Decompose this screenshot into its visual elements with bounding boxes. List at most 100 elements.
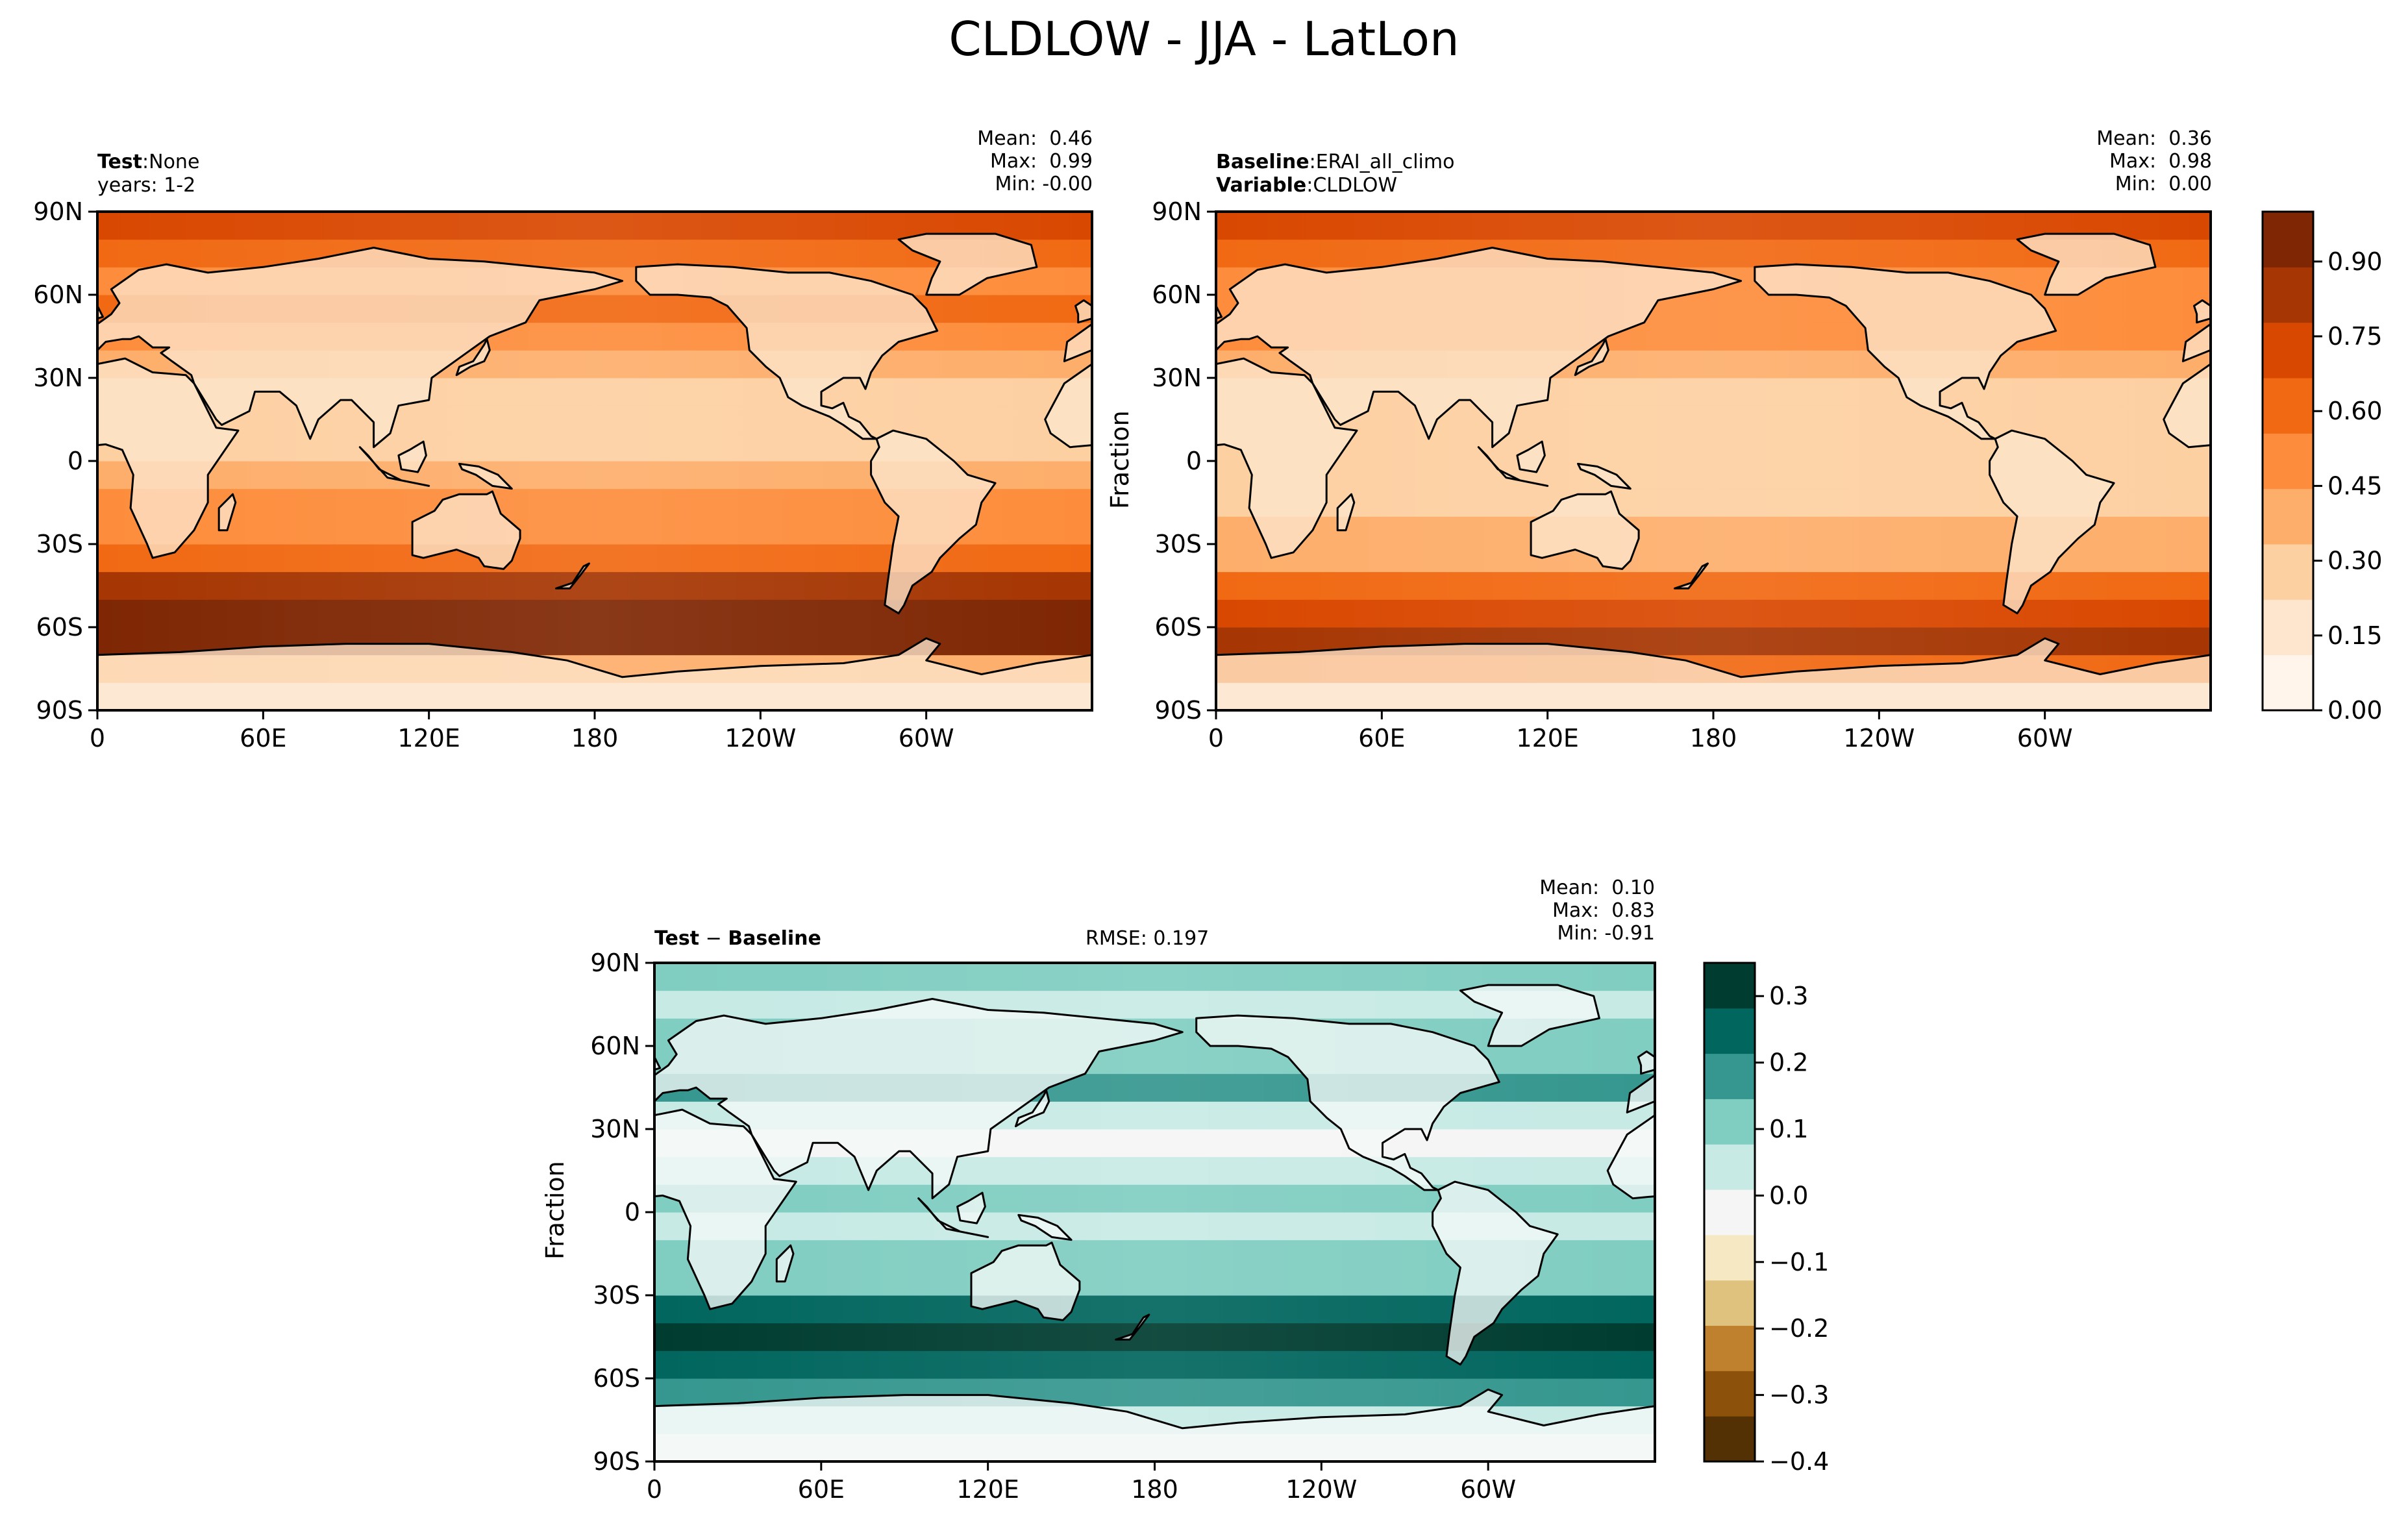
colorbar-segment — [2263, 239, 2313, 267]
colorbar-segment — [1704, 1121, 1755, 1145]
x-tick-label: 120W — [1285, 1475, 1357, 1504]
coastline-newguinea — [2019, 1215, 2072, 1239]
baseline-label-colon: : — [1309, 151, 1316, 173]
y-tick-label: 30N — [33, 364, 83, 392]
test-label-bold: Test — [97, 151, 143, 173]
coastline-eurasia — [1063, 323, 1092, 362]
colorbar-segment — [1704, 1234, 1755, 1258]
baseline-panel-label: Baseline:ERAI_all_climo — [1216, 151, 1454, 174]
colorbar-segment — [1704, 1348, 1755, 1371]
coastline-africa — [1216, 357, 1358, 559]
colorbar-segment — [2263, 212, 2313, 240]
diff-panel-label: Test − Baseline — [654, 927, 821, 951]
colorbar-tick-label: 0.00 — [2327, 696, 2383, 725]
colorbar-segment — [2263, 267, 2313, 295]
baseline-variable-bold: Variable — [1216, 174, 1307, 197]
diff-label-sep: − — [699, 927, 728, 950]
diff-rmse: RMSE: 0.197 — [1086, 927, 1210, 950]
baseline-mean: Mean: 0.36 — [2096, 127, 2212, 150]
colorbar-segment — [1704, 1076, 1755, 1099]
coastline-australia — [1530, 490, 1640, 570]
y-tick-label: 60N — [33, 280, 83, 309]
y-tick-label: 30S — [36, 530, 83, 558]
colorbars-layer: 0.00 0.15 0.30 0.45 0.60 0.75 0.90 0.3 0.2 0.1 0.0… — [1703, 210, 2383, 1476]
diff-mean: Mean: 0.10 — [1539, 876, 1655, 899]
y-tick-label: 0 — [1186, 447, 1202, 475]
y-tick-label: 60S — [36, 613, 83, 641]
colorbar-tick-label: 0.2 — [1769, 1049, 1808, 1077]
colorbar-segment — [1704, 963, 1755, 986]
colorbar-tick-label: 0.0 — [1769, 1181, 1808, 1210]
baseline-variable-line: Variable:CLDLOW — [1216, 174, 1397, 197]
colorbar-tick-label: −0.4 — [1769, 1447, 1829, 1476]
test-panel-label: Test:None — [97, 151, 199, 174]
coastline-nz — [554, 562, 590, 590]
coastline-newguinea — [1577, 462, 1632, 490]
y-tick-label: 90S — [36, 696, 83, 725]
colorbar-tick-label: 0.15 — [2327, 621, 2383, 650]
x-tick-label: 60E — [798, 1475, 845, 1504]
x-tick-label: 0 — [1208, 724, 1224, 752]
diff-stats: Mean: 0.10 Max: 0.83 Min: -0.91 — [1539, 876, 1655, 945]
coastline-japan — [2017, 1090, 2050, 1126]
x-tick-label: 60E — [1358, 724, 1405, 752]
coastline-namerica — [635, 263, 939, 440]
x-tick-label: 120E — [956, 1475, 1019, 1504]
colorbar-test---baseline: 0.3 0.2 0.1 0.0 −0.1 −0.2 −0.3 −0.4 — [1703, 962, 1829, 1476]
colorbar-tick-label: 0.3 — [1769, 982, 1808, 1010]
coastline-uk — [97, 305, 104, 320]
map-field-baseline — [1216, 212, 2211, 710]
coastline-africa — [1606, 1114, 1655, 1200]
coastline-madagascar — [217, 493, 237, 532]
colorbar-segment — [1704, 1030, 1755, 1054]
map-panel-diff — [653, 962, 2408, 1463]
y-tick-label: 30N — [1152, 364, 1202, 392]
colorbar-tick-label: −0.3 — [1769, 1381, 1829, 1410]
colorbar-tick-label: 0.45 — [2327, 471, 2383, 500]
x-tick-label: 180 — [571, 724, 619, 752]
coastline-africa — [2163, 363, 2211, 449]
colorbar-segment — [1704, 1393, 1755, 1417]
baseline-label-bold: Baseline — [1216, 151, 1310, 173]
coastline-japan — [455, 338, 491, 377]
colorbar-baseline: 0.00 0.15 0.30 0.45 0.60 0.75 0.90 — [2261, 210, 2383, 725]
colorbar-segment — [1704, 1416, 1755, 1439]
coastline-indonesia — [1477, 446, 1549, 487]
coastline-nz — [1673, 562, 1709, 590]
x-tick-label: 120W — [1843, 724, 1915, 752]
coastline-namerica — [2197, 1015, 2408, 1190]
x-tick-label: 60W — [899, 724, 954, 752]
map-panel-test — [96, 210, 1093, 712]
colorbar-segment — [2263, 682, 2313, 711]
test-min: Min: -0.00 — [995, 173, 1093, 195]
coastline-borneo — [397, 440, 427, 473]
coastline-japan — [1015, 1089, 1050, 1128]
colorbar-tick-label: 0.60 — [2327, 397, 2383, 425]
coastline-borneo — [956, 1191, 986, 1224]
coastline-antarctica — [654, 1388, 1655, 1461]
colorbar-segment — [2263, 488, 2313, 517]
colorbar-segment — [1704, 1008, 1755, 1032]
coastline-madagascar — [1336, 493, 1356, 532]
test-stats: Mean: 0.46 Max: 0.99 Min: -0.00 — [977, 127, 1093, 195]
y-tick-label: 90N — [590, 949, 640, 977]
diff-label-baseline: Baseline — [728, 927, 821, 950]
x-tick-label: 180 — [1131, 1475, 1178, 1504]
x-tick-label: 120E — [1516, 724, 1579, 752]
y-tick-label: 90S — [1155, 696, 1202, 725]
y-tick-label: 30N — [590, 1115, 640, 1143]
coastline-uk — [654, 1056, 662, 1071]
maps-layer — [96, 210, 2408, 1463]
colorbar-tick-label: 0.90 — [2327, 247, 2383, 276]
coastline-eurasia — [654, 998, 1184, 1200]
y-tick-label: 60N — [590, 1032, 640, 1060]
coastline-africa — [97, 357, 240, 559]
colorbar-segment — [1704, 1189, 1755, 1213]
test-mean: Mean: 0.46 — [977, 127, 1093, 150]
coastline-antarctica — [1216, 637, 2211, 710]
coastline-indonesia — [358, 446, 430, 487]
x-tick-label: 60W — [2017, 724, 2073, 752]
coastline-greenland — [897, 232, 1038, 296]
